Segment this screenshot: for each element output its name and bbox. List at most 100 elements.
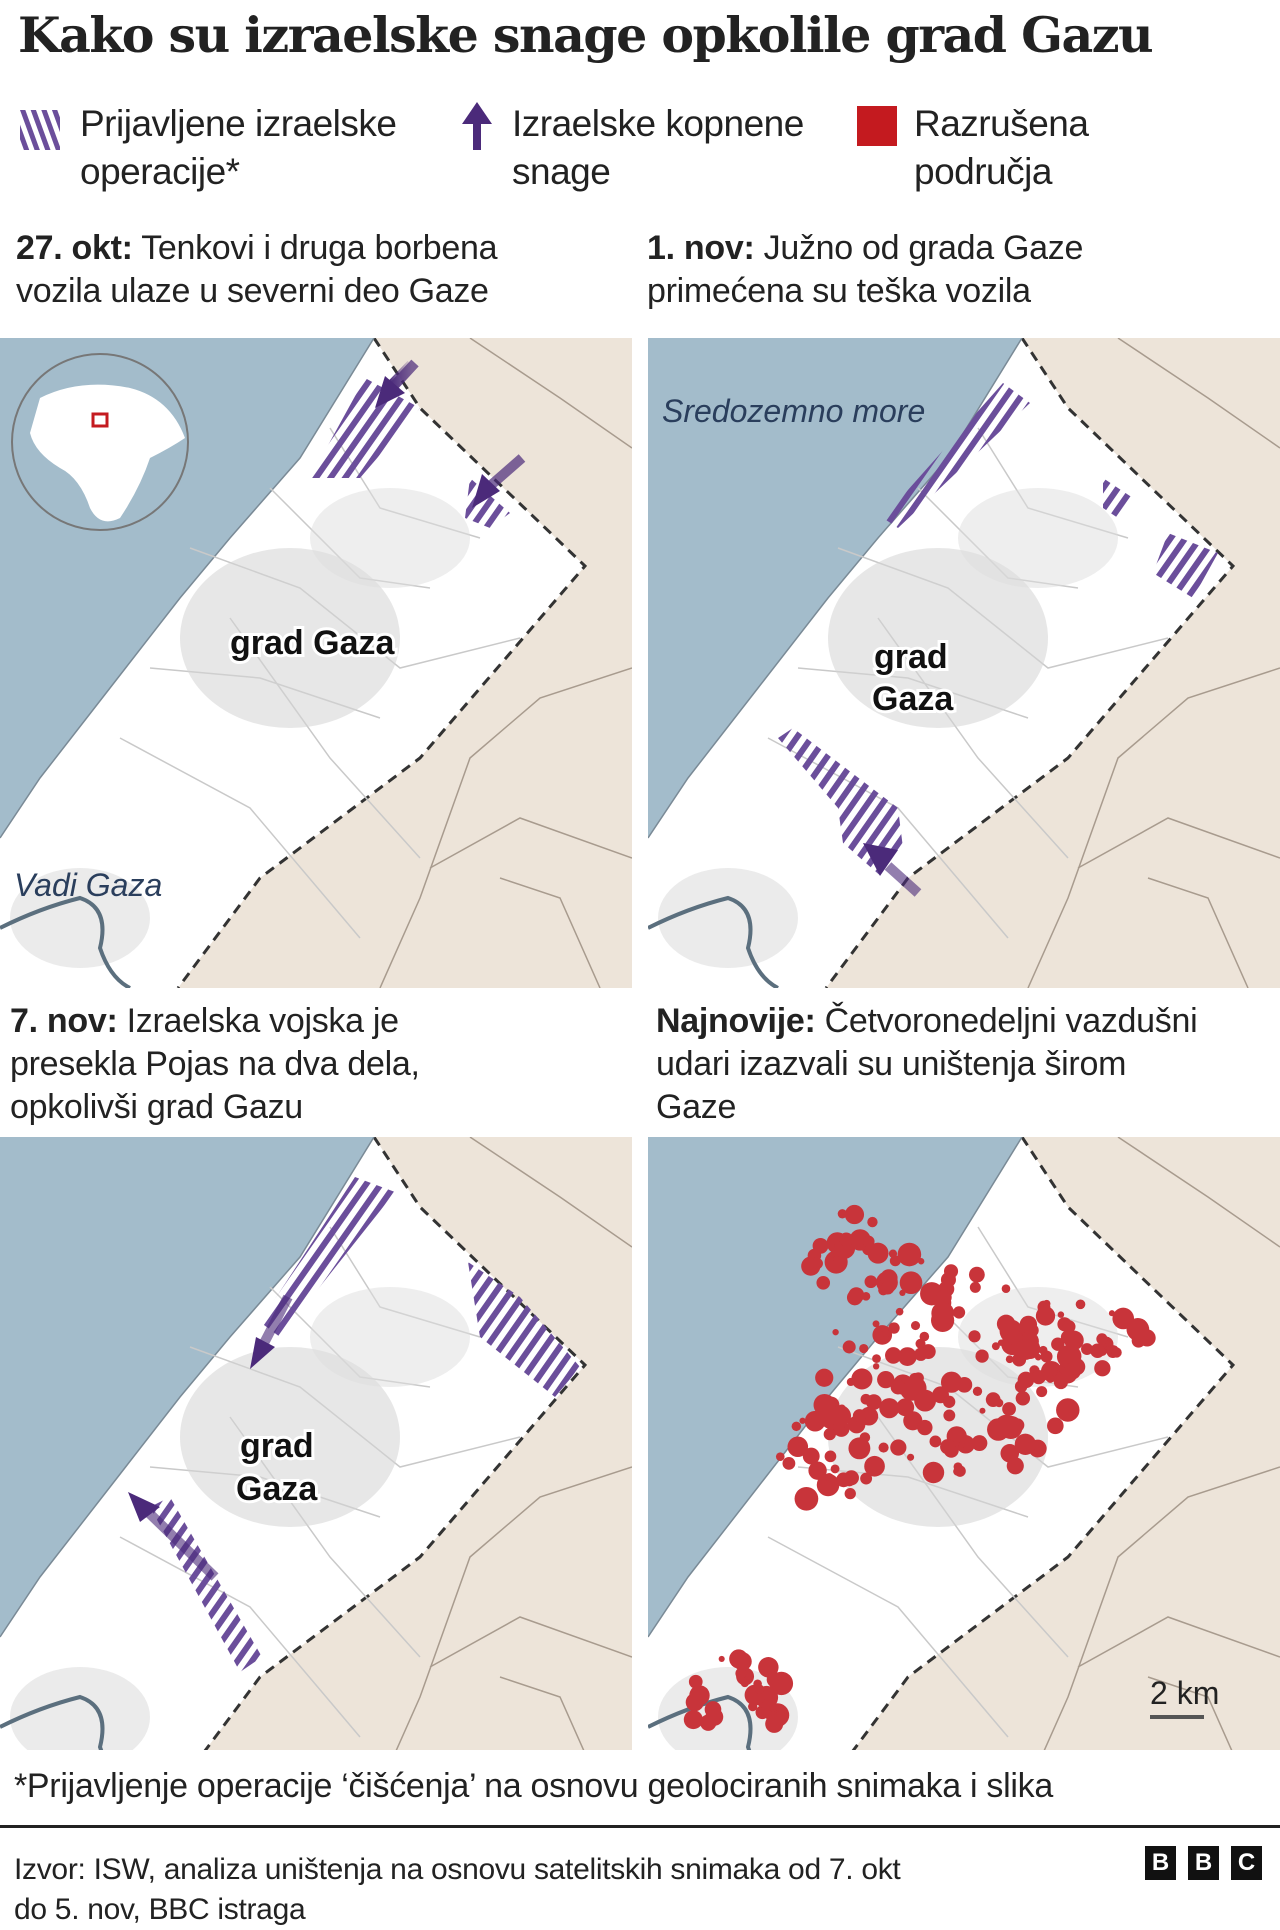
destroyed-area <box>968 1330 981 1343</box>
bbc-logo-b1: B <box>1145 1846 1176 1880</box>
map-panel-7-nov: grad Gaza <box>0 1137 632 1750</box>
destroyed-area <box>929 1435 942 1448</box>
destroyed-area <box>787 1436 809 1458</box>
destroyed-area <box>794 1486 819 1511</box>
destroyed-area <box>808 1461 827 1480</box>
destroyed-area <box>1094 1360 1111 1377</box>
destroyed-area <box>1036 1386 1048 1398</box>
caption-text: Četvoronedeljni vazdušni <box>824 1002 1198 1040</box>
destroyed-area <box>859 1343 869 1354</box>
destroyed-area <box>971 1435 988 1452</box>
destroyed-area <box>972 1386 983 1396</box>
operation-area <box>778 728 903 878</box>
destroyed-area <box>890 1439 907 1456</box>
destroyed-area <box>754 1684 765 1694</box>
location-marker <box>91 412 109 428</box>
destroyed-area <box>975 1349 989 1363</box>
destroyed-area <box>774 1711 786 1723</box>
destroyed-area <box>705 1708 724 1726</box>
caption-date: 7. nov: <box>10 1002 118 1040</box>
bbc-logo-b2: B <box>1188 1846 1219 1880</box>
legend-operations-line2: operacije* <box>80 151 240 192</box>
destroyed-area <box>872 1320 880 1328</box>
source: Izvor: ISW, analiza uništenja na osnovu … <box>14 1850 901 1930</box>
destroyed-area <box>1075 1299 1086 1310</box>
destroyed-area <box>808 1454 817 1463</box>
destroyed-area <box>882 1329 890 1338</box>
bbc-logo-c: C <box>1231 1846 1262 1880</box>
destroyed-area <box>914 1347 928 1361</box>
destroyed-area <box>1002 1402 1016 1416</box>
destroyed-area <box>1015 1391 1031 1406</box>
destroyed-area <box>979 1407 986 1414</box>
destroyed-area <box>782 1456 796 1470</box>
destroyed-area <box>848 1437 871 1460</box>
destroyed-area <box>1108 1310 1116 1317</box>
destroyed-area <box>852 1409 867 1423</box>
destroyed-area <box>1051 1337 1065 1351</box>
destroyed-area <box>832 1328 839 1336</box>
destroyed-area <box>844 1487 856 1500</box>
caption-text: Izraelska vojska je <box>126 1002 399 1040</box>
arrow-up-icon <box>462 102 492 150</box>
legend-forces-line1: Izraelske kopnene <box>512 103 804 144</box>
scale-label: 2 km <box>1150 1675 1219 1711</box>
destroyed-area <box>878 1442 889 1453</box>
caption-date: Najnovije: <box>656 1002 816 1040</box>
destroyed-area <box>865 1394 882 1410</box>
destroyed-area <box>1052 1422 1063 1433</box>
destroyed-area <box>994 1398 1004 1408</box>
operation-area <box>1153 533 1218 598</box>
destroyed-area <box>1017 1371 1035 1389</box>
destroyed-area <box>775 1452 785 1461</box>
destroyed-area <box>1015 1339 1036 1360</box>
caption-date: 27. okt: <box>16 229 133 267</box>
destroyed-area <box>799 1417 806 1424</box>
caption-panel-1: 27. okt: Tenkovi i druga borbena vozila … <box>16 227 498 313</box>
destroyed-area <box>733 1652 752 1671</box>
destroyed-area <box>969 1281 981 1293</box>
destroyed-area <box>915 1338 926 1349</box>
destroyed-area <box>1062 1320 1076 1334</box>
caption-text: presekla Pojas na dva dela, <box>10 1045 420 1083</box>
destroyed-area <box>859 1432 871 1443</box>
destroyed-area <box>1090 1343 1105 1358</box>
legend-destroyed-line2: područja <box>914 151 1052 192</box>
destroyed-area <box>899 1271 923 1295</box>
destroyed-area <box>1046 1375 1055 1383</box>
label-wadi: Vadi Gaza <box>14 867 162 903</box>
globe-inset <box>11 353 189 531</box>
operation-area <box>310 378 420 478</box>
legend-forces-line2: snage <box>512 151 611 192</box>
map-panel-27-okt: grad Gaza Vadi Gaza <box>0 338 632 988</box>
forces-arrow <box>863 843 922 897</box>
destroyed-area <box>898 1347 917 1366</box>
caption-date: 1. nov: <box>647 229 755 267</box>
caption-panel-3: 7. nov: Izraelska vojska je presekla Poj… <box>10 1000 420 1129</box>
destroyed-area <box>888 1322 900 1334</box>
destroyed-area <box>1056 1398 1080 1422</box>
destroyed-area <box>1001 1284 1011 1294</box>
destroyed-area <box>907 1453 915 1461</box>
red-square-icon <box>857 106 897 146</box>
destroyed-area <box>864 1275 878 1289</box>
label-city: grad <box>240 1427 314 1465</box>
caption-text: Gaze <box>656 1088 737 1126</box>
destroyed-area <box>1019 1315 1038 1334</box>
destroyed-area <box>816 1473 840 1497</box>
label-city: Gaza <box>236 1470 318 1508</box>
destroyed-area <box>954 1465 966 1477</box>
destroyed-area <box>806 1418 814 1425</box>
map-panel-1-nov: Sredozemno more grad Gaza <box>648 338 1280 988</box>
footnote: *Prijavljenje operacije ‘čišćenja’ na os… <box>14 1767 1053 1805</box>
label-city: grad <box>874 638 948 676</box>
destroyed-area <box>1074 1333 1081 1341</box>
destroyed-area <box>991 1342 1000 1351</box>
destroyed-area <box>968 1266 985 1283</box>
caption-panel-4: Najnovije: Četvoronedeljni vazdušni udar… <box>656 1000 1198 1129</box>
destroyed-area <box>816 1276 831 1290</box>
destroyed-area <box>812 1237 829 1254</box>
destroyed-area <box>880 1281 895 1295</box>
destroyed-area <box>836 1472 852 1488</box>
destroyed-area <box>689 1685 710 1706</box>
